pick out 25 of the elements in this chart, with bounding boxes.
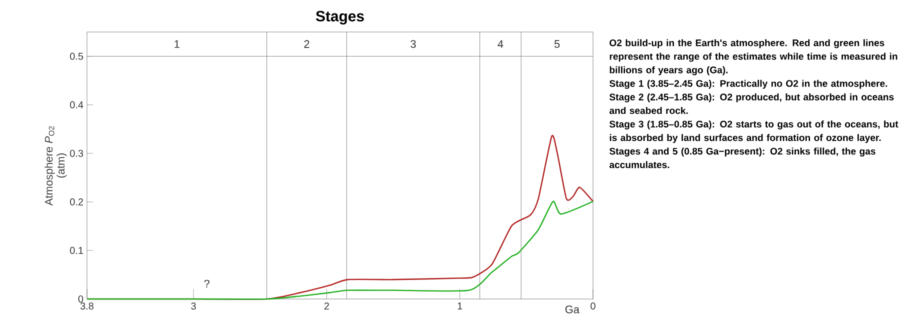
x-axis-title: Ga [565,306,580,314]
x-tick-label: 2 [324,302,329,310]
annotation: 1 [174,40,180,48]
chart-title: Stages [316,10,364,25]
x-tick-label: 3.8 [80,302,94,310]
annotation: 2 [304,40,310,48]
text: Stages 4 and 5 (0.85 Ga−present): O2 sinks filled, the gas accumulates. [609,148,876,168]
y-tick-label: 0.4 [70,101,84,108]
y-tick-label: 0.5 [70,52,84,60]
text: Stage 1 (3.85–2.45 Ga): Practically no O2 in the atmosphere. [609,80,888,89]
annotation: ? [204,280,210,288]
y-tick-label: 0.1 [70,246,83,254]
y-tick-label: 0 [78,295,84,303]
y-tick-label: 0.2 [70,198,83,206]
text: Stage 2 (2.45–1.85 Ga): O2 produced, but absorbed in oceans and seabed rock. [609,93,894,114]
annotation: 4 [498,40,504,48]
x-tick-label: 3 [191,302,196,310]
x-tick-label: 0 [590,302,596,310]
annotation: 3 [410,40,416,48]
annotation: 5 [554,40,560,48]
x-tick-label: 1 [458,302,462,310]
text: O2 build-up in the Earth's atmosphere. Red and green lines represent the range of the estimates while time is measured in billions of years ago (Ga). [610,39,898,76]
y-tick-label: 0.3 [70,150,84,157]
text: Stage 3 (1.85–0.85 Ga): O2 starts to gas out of the oceans, but is absorbed by land surfaces and formation of ozone layer. [609,120,898,143]
text: Atmosphere P$_{O2}$ (atm) [44,126,67,206]
